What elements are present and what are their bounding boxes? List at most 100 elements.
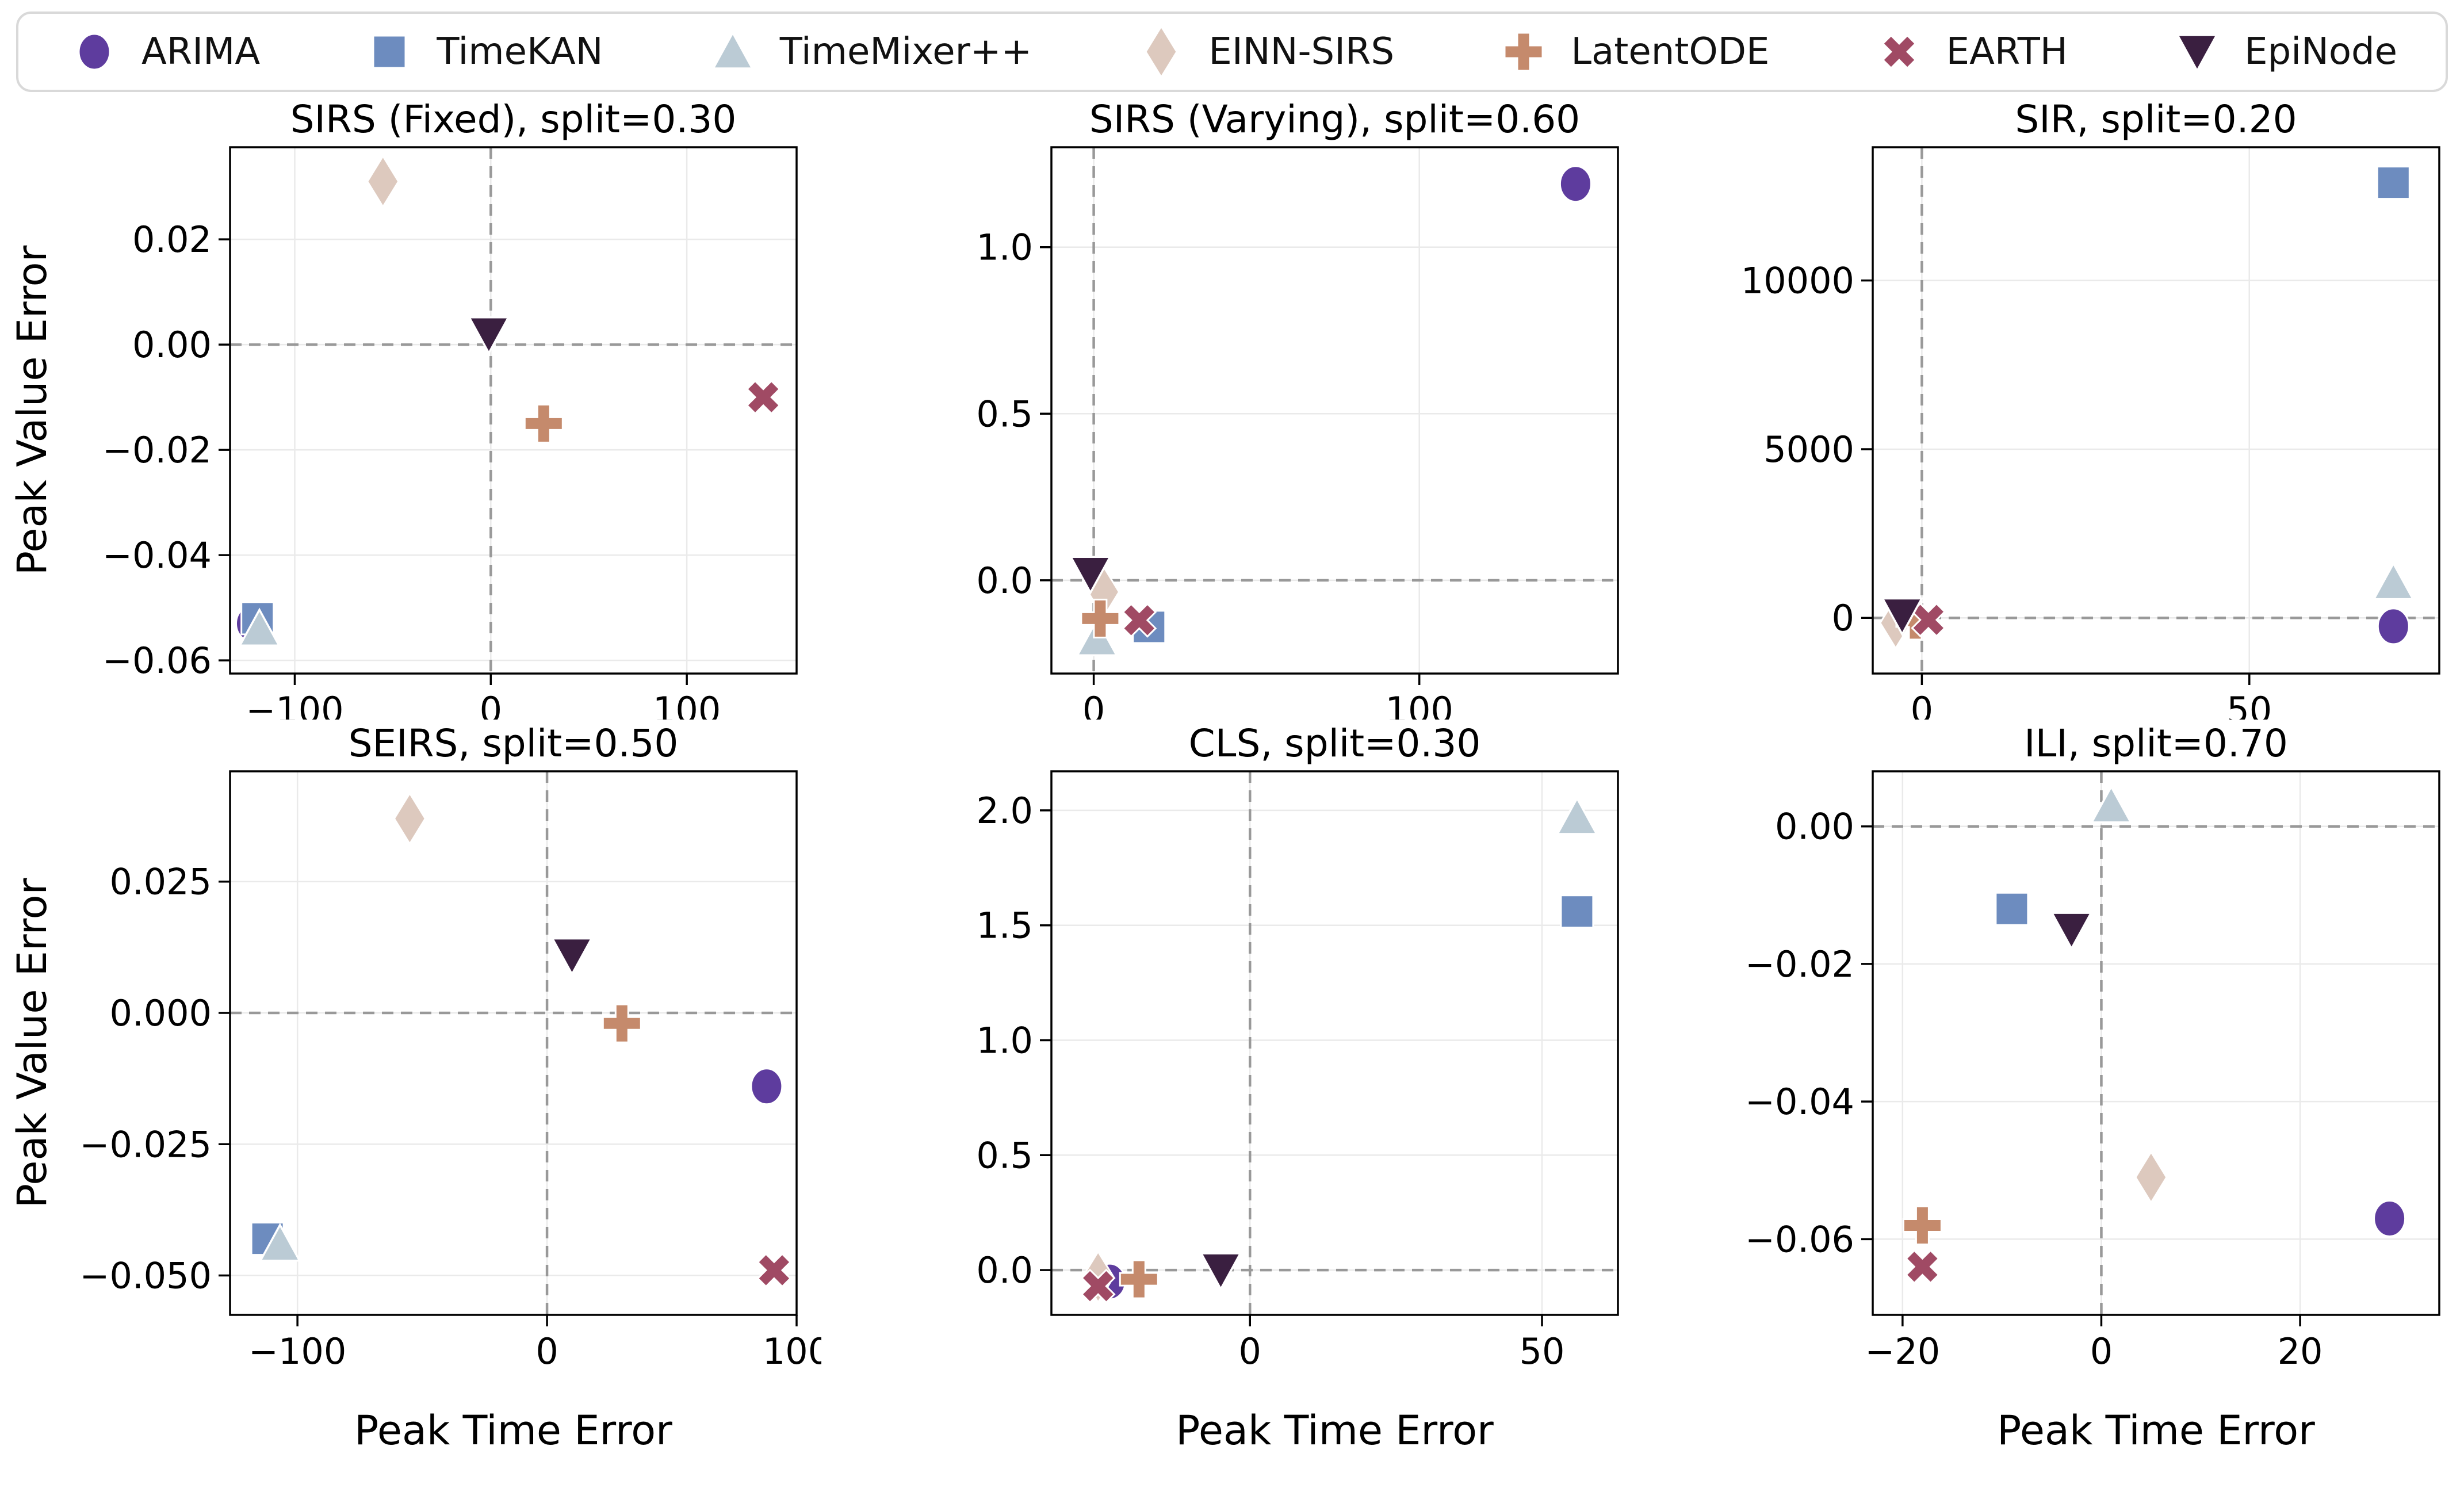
subplot-cls: CLS, split=0.30 0 50 2.0 1.5 1.0 0.5 0.0 Peak Ti… — [821, 720, 1643, 1464]
tick-label-x: 0 — [1911, 689, 1933, 720]
marker-latentode — [1902, 1206, 1942, 1245]
subplot-title: SIR, split=0.20 — [2015, 97, 2297, 141]
tick-label-y: 2.0 — [976, 790, 1033, 832]
tick-label-y: −0.04 — [1745, 1081, 1854, 1123]
legend-label: ARIMA — [141, 30, 261, 73]
tick-label-x: 100 — [1386, 689, 1453, 720]
marker-earth — [1122, 602, 1157, 638]
marker-arima — [2377, 607, 2410, 645]
tick-label-y: −0.050 — [80, 1255, 212, 1297]
axes-spines — [229, 770, 798, 1316]
marker-timekan — [1995, 892, 2029, 926]
legend-item-einn-sirs: EINN-SIRS — [1134, 24, 1394, 79]
x-axis-label: Peak Time Error — [354, 1407, 672, 1454]
marker-earth — [1911, 602, 1946, 638]
tick-label-y: 10000 — [1741, 260, 1854, 302]
latentode-plus-icon — [1503, 32, 1544, 72]
y-axis-label: Peak Value Error — [9, 878, 56, 1208]
tick-label-y: −0.06 — [1745, 1218, 1854, 1260]
subplot-svg-5: ILI, split=0.70 −20 0 20 0.00 −0.02 −0.04 −0.06… — [1745, 721, 2440, 1454]
x-axis-label: Peak Time Error — [1997, 1407, 2315, 1454]
subplot-svg-4: CLS, split=0.30 0 50 2.0 1.5 1.0 0.5 0.0 Peak Ti… — [976, 721, 1619, 1454]
tick-label-y: 5000 — [1763, 429, 1854, 471]
tick-label-x: 0 — [480, 689, 502, 720]
timemixer-triangle-up-icon — [711, 30, 754, 70]
tick-label-x: 0 — [1082, 689, 1105, 720]
marker-earth — [756, 1252, 792, 1288]
x-axis-label: Peak Time Error — [1176, 1407, 1494, 1454]
marker-timemixer — [1555, 796, 1598, 835]
subplot-title: ILI, split=0.70 — [2024, 721, 2288, 766]
arima-circle-icon — [78, 33, 111, 71]
marker-epinode — [467, 316, 510, 355]
subplot-title: SIRS (Varying), split=0.60 — [1089, 97, 1580, 141]
tick-label-y: 1.5 — [976, 905, 1033, 947]
subplot-sir: SIR, split=0.20 0 50 10000 5000 0 — [1643, 95, 2464, 720]
epinode-triangle-down-icon — [2176, 34, 2219, 73]
tick-label-y: −0.02 — [1745, 943, 1854, 985]
legend-item-earth: EARTH — [1872, 24, 2068, 79]
marker-latentode — [602, 1003, 642, 1043]
legend-item-arima: ARIMA — [67, 24, 260, 79]
tick-label-x: 0 — [2090, 1330, 2113, 1372]
axes-spines — [1050, 770, 1619, 1316]
marker-arima — [1559, 165, 1592, 203]
tick-label-x: 0 — [535, 1330, 558, 1372]
charts-grid: SIRS (Fixed), split=0.30 −100 0 100 0.02 0.00… — [0, 95, 2464, 1464]
tick-label-y: 0.0 — [976, 560, 1033, 602]
subplot-svg-0: SIRS (Fixed), split=0.30 −100 0 100 0.02 0.00… — [9, 97, 798, 720]
marker-timekan — [1560, 894, 1594, 929]
tick-label-x: 100 — [653, 689, 721, 720]
tick-label-x: −100 — [246, 689, 343, 720]
marker-timemixer — [238, 607, 281, 647]
marker-epinode — [1199, 1252, 1242, 1291]
legend-label: TimeKAN — [437, 30, 603, 73]
marker-timemixer — [2372, 561, 2415, 600]
legend-label: EINN-SIRS — [1208, 30, 1395, 73]
timekan-square-icon — [372, 35, 407, 69]
tick-label-x: 0 — [1239, 1330, 1261, 1372]
marker-epinode — [1069, 556, 1112, 595]
legend-item-epinode: EpiNode — [2170, 24, 2397, 79]
tick-label-y: 0.5 — [976, 393, 1033, 435]
marker-timemixer — [2090, 785, 2133, 824]
legend-item-timekan: TimeKAN — [362, 24, 603, 79]
tick-label-y: 1.0 — [976, 227, 1033, 269]
marker-epinode — [2050, 912, 2093, 951]
marker-arima — [750, 1068, 783, 1106]
marker-epinode — [550, 937, 594, 977]
marker-earth — [1080, 1268, 1116, 1304]
marker-latentode — [1080, 598, 1120, 638]
marker-einn-sirs — [2134, 1150, 2168, 1204]
y-axis-label: Peak Value Error — [9, 245, 56, 575]
legend-label: EARTH — [1946, 30, 2068, 73]
tick-label-y: 1.0 — [976, 1020, 1033, 1062]
tick-label-x: 50 — [1520, 1330, 1565, 1372]
tick-label-y: 0.0 — [976, 1249, 1033, 1291]
tick-label-y: 0.025 — [110, 861, 212, 903]
subplot-sirs-fixed: SIRS (Fixed), split=0.30 −100 0 100 0.02 0.00… — [0, 95, 821, 720]
axes-spines — [1050, 146, 1619, 675]
subplot-svg-2: SIR, split=0.20 0 50 10000 5000 0 — [1741, 97, 2440, 720]
einn-sirs-diamond-icon — [1145, 25, 1179, 79]
marker-einn-sirs — [393, 791, 427, 846]
tick-label-x: −20 — [1865, 1330, 1940, 1372]
tick-label-x: 100 — [763, 1330, 821, 1372]
tick-label-y: 0.5 — [976, 1134, 1033, 1176]
marker-latentode — [1119, 1259, 1159, 1299]
tick-label-y: 0.02 — [132, 219, 212, 261]
tick-label-y: 0 — [1832, 597, 1854, 639]
tick-label-x: −100 — [248, 1330, 346, 1372]
tick-label-y: −0.02 — [102, 429, 212, 471]
legend-label: LatentODE — [1571, 30, 1770, 73]
tick-label-y: −0.025 — [80, 1123, 212, 1165]
tick-label-y: 0.00 — [132, 324, 212, 366]
tick-label-y: 0.00 — [1775, 806, 1854, 848]
subplot-seirs: SEIRS, split=0.50 −100 0 100 0.025 0.000 −0.02… — [0, 720, 821, 1464]
marker-einn-sirs — [366, 154, 400, 209]
tick-label-y: 0.000 — [110, 992, 212, 1034]
legend-label: EpiNode — [2244, 30, 2397, 73]
subplot-sirs-varying: SIRS (Varying), split=0.60 0 100 1.0 0.5 0.0 — [821, 95, 1643, 720]
subplot-title: CLS, split=0.30 — [1189, 721, 1481, 766]
subplot-svg-1: SIRS (Varying), split=0.60 0 100 1.0 0.5 0.0 — [976, 97, 1619, 720]
